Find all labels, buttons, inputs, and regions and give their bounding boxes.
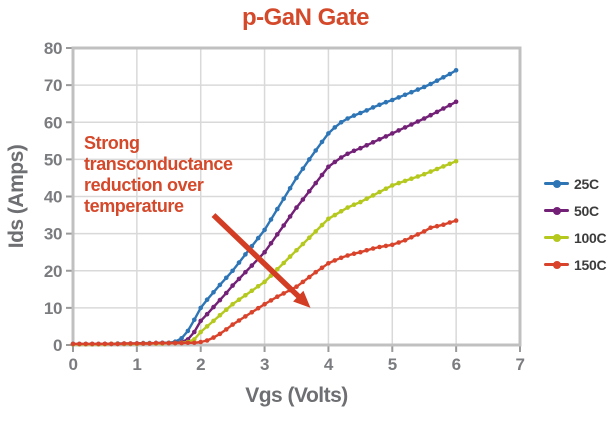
x-axis-title: Vgs (Volts) [245,384,348,407]
legend-swatch-line [544,206,569,215]
legend-swatch-line [544,179,569,188]
y-tick-label: 60 [44,113,62,132]
x-tick-label: 0 [68,355,77,374]
y-tick-label: 30 [44,225,62,244]
series-150c [70,218,459,347]
x-tick-label: 4 [324,355,334,374]
legend-label: 150C [574,256,607,273]
legend-swatch-marker [553,260,561,269]
annotation-arrow [211,213,311,308]
legend-item-50c: 50C [544,197,606,224]
legend-label: 100C [574,229,607,246]
y-tick-label: 20 [44,262,62,281]
legend-item-150c: 150C [544,251,607,278]
plot-border [71,46,522,347]
x-tick-label: 3 [260,355,269,374]
y-tick-label: 40 [44,188,62,207]
x-tick-label: 6 [452,355,461,374]
x-tick-label: 2 [196,355,205,374]
annotation-text: Strong transconductance reduction over t… [84,133,233,216]
legend: 25C 50C 100C 150C [544,170,607,278]
y-tick-label: 70 [44,76,62,95]
legend-swatch-line [544,233,569,242]
y-tick-label: 50 [44,150,62,169]
legend-item-25c: 25C [544,170,606,197]
x-tick-label: 7 [515,355,524,374]
x-tick-label: 5 [388,355,397,374]
y-tick-label: 10 [44,299,62,318]
legend-swatch-marker [553,206,561,215]
y-axis-title: Ids (Amps) [5,144,28,249]
legend-item-100c: 100C [544,224,607,251]
legend-swatch-marker [553,179,561,188]
chart-title: p-GaN Gate [241,4,370,31]
legend-label: 25C [574,175,599,192]
y-tick-label: 0 [53,336,62,355]
legend-swatch-marker [553,233,561,242]
legend-label: 50C [574,202,599,219]
y-tick-label: 80 [44,39,62,58]
x-tick-label: 1 [132,355,141,374]
legend-swatch-line [544,260,569,269]
